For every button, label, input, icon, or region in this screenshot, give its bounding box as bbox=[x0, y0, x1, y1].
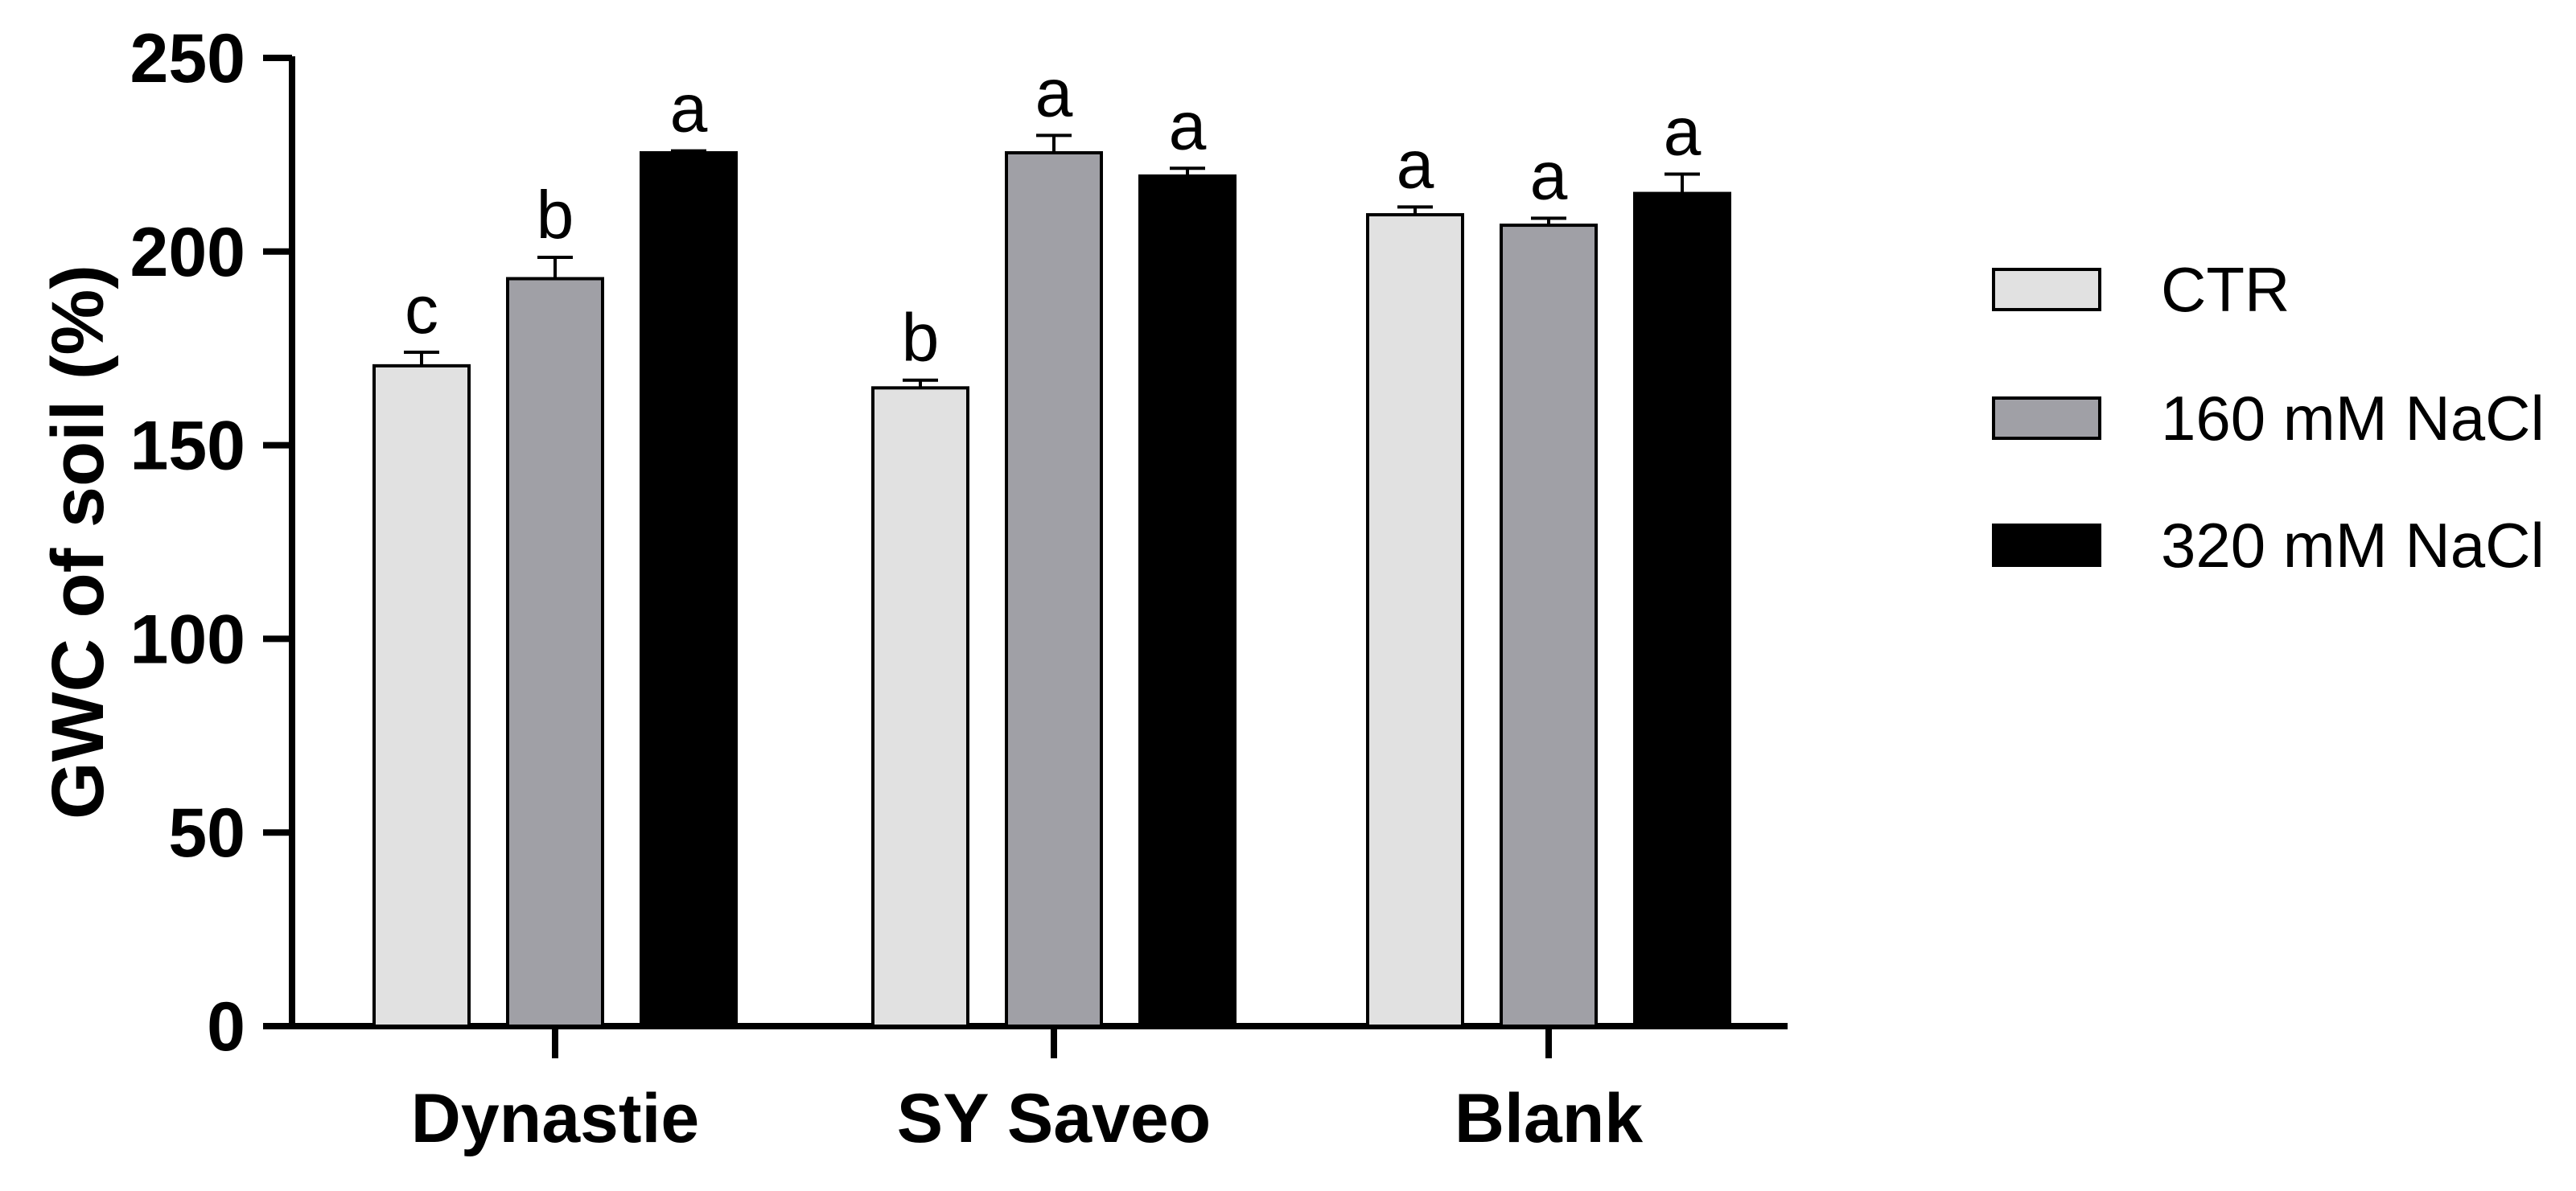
significance-label: a bbox=[1169, 88, 1207, 163]
legend-label: 160 mM NaCl bbox=[2161, 383, 2545, 454]
legend: CTR 160 mM NaCl 320 mM NaCl bbox=[1992, 254, 2545, 581]
axes-group: 0 50 100 150 200 250 Dynastie SY Saveo Blank GWC … bbox=[37, 20, 1788, 1157]
legend-swatch bbox=[1992, 524, 2101, 567]
y-tick-label: 150 bbox=[130, 408, 246, 485]
significance-label: a bbox=[1397, 126, 1434, 202]
y-tick-label: 50 bbox=[168, 795, 245, 872]
x-tick-label: Dynastie bbox=[411, 1080, 700, 1157]
bar-blank-series-0 bbox=[1366, 213, 1464, 1029]
bar-blank-series-1 bbox=[1500, 224, 1598, 1028]
x-tick-label: Blank bbox=[1455, 1080, 1643, 1157]
bar-dynastie-series-2 bbox=[640, 150, 738, 1029]
y-tick-label: 200 bbox=[130, 214, 246, 291]
bar-blank-series-2 bbox=[1633, 191, 1731, 1028]
significance-label: b bbox=[537, 177, 574, 253]
legend-swatch bbox=[1992, 268, 2101, 311]
x-tick-label: SY Saveo bbox=[897, 1080, 1211, 1157]
y-tick-label: 0 bbox=[207, 988, 245, 1066]
legend-swatch bbox=[1992, 396, 2101, 440]
significance-label: a bbox=[670, 71, 708, 146]
bar-dynastie-series-0 bbox=[372, 363, 471, 1028]
significance-label: a bbox=[1035, 55, 1073, 130]
bars-group: c b a b a a a a a bbox=[372, 55, 1731, 1029]
y-axis-title: GWC of soil (%) bbox=[37, 265, 119, 819]
significance-label: a bbox=[1530, 138, 1568, 213]
bar-sy-saveo-series-1 bbox=[1005, 150, 1103, 1029]
y-tick-label: 100 bbox=[130, 601, 246, 678]
legend-label: 320 mM NaCl bbox=[2161, 510, 2545, 581]
significance-label: c bbox=[405, 272, 438, 347]
significance-label: a bbox=[1664, 93, 1702, 169]
significance-label: b bbox=[902, 300, 940, 376]
legend-label: CTR bbox=[2161, 254, 2290, 325]
y-tick-label: 250 bbox=[130, 20, 246, 97]
bar-sy-saveo-series-2 bbox=[1138, 174, 1237, 1029]
bar-sy-saveo-series-0 bbox=[871, 386, 969, 1029]
bar-dynastie-series-1 bbox=[506, 277, 604, 1028]
